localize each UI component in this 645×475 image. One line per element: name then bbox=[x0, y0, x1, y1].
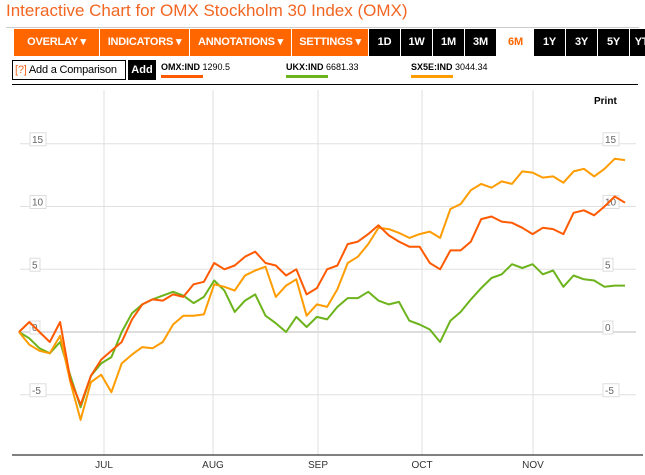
comparison-input[interactable]: [?] Add a Comparison bbox=[12, 60, 126, 80]
range-3y[interactable]: 3Y bbox=[566, 29, 597, 56]
chart-toolbar: OVERLAY ▾ INDICATORS ▾ ANNOTATIONS ▾ SET… bbox=[14, 29, 645, 57]
overlay-menu[interactable]: OVERLAY ▾ bbox=[14, 29, 99, 56]
x-tick-label: SEP bbox=[308, 460, 328, 471]
legend-ukx: UKX:IND 6681.33 bbox=[286, 62, 359, 78]
legend-value: 3044.34 bbox=[455, 62, 488, 72]
y-tick-label: 5 bbox=[605, 260, 611, 271]
y-tick-label: 5 bbox=[32, 260, 38, 271]
annotations-menu[interactable]: ANNOTATIONS ▾ bbox=[190, 29, 291, 56]
y-tick-label: 10 bbox=[32, 198, 44, 209]
y-tick-box bbox=[29, 257, 41, 272]
x-tick-label: OCT bbox=[411, 460, 432, 471]
settings-menu[interactable]: SETTINGS ▾ bbox=[292, 29, 368, 56]
x-tick-label: JUL bbox=[95, 460, 113, 471]
help-icon[interactable]: [?] bbox=[15, 64, 27, 76]
range-3m[interactable]: 3M bbox=[465, 29, 496, 56]
y-tick-box bbox=[602, 383, 620, 398]
x-tick-label: AUG bbox=[202, 460, 224, 471]
range-1w[interactable]: 1W bbox=[401, 29, 432, 56]
range-1d[interactable]: 1D bbox=[369, 29, 400, 56]
legend-name: SX5E:IND bbox=[411, 62, 453, 72]
legend-sx5e: SX5E:IND 3044.34 bbox=[411, 62, 488, 78]
range-ytd[interactable]: YTD bbox=[630, 29, 645, 56]
series-line-sx5e bbox=[18, 157, 626, 421]
add-comparison-button[interactable]: Add bbox=[128, 60, 156, 80]
y-tick-label: 10 bbox=[605, 198, 617, 209]
indicators-menu[interactable]: INDICATORS ▾ bbox=[100, 29, 189, 56]
y-tick-box bbox=[602, 320, 614, 335]
legend-value: 1290.5 bbox=[202, 62, 231, 72]
range-1m[interactable]: 1M bbox=[433, 29, 464, 56]
y-tick-label: 0 bbox=[605, 323, 611, 334]
y-tick-box bbox=[29, 383, 47, 398]
range-5y[interactable]: 5Y bbox=[598, 29, 629, 56]
range-6m[interactable]: 6M bbox=[500, 29, 531, 56]
y-tick-label: -5 bbox=[32, 386, 41, 397]
series-line-ukx bbox=[18, 263, 625, 409]
legend-omx: OMX:IND 1290.5 bbox=[161, 62, 231, 78]
y-tick-label: 15 bbox=[605, 135, 617, 146]
y-tick-box bbox=[602, 257, 614, 272]
print-button[interactable]: Print bbox=[594, 96, 617, 107]
page-title: Interactive Chart for OMX Stockholm 30 I… bbox=[6, 1, 408, 20]
legend-name: OMX:IND bbox=[161, 62, 200, 72]
legend-name: UKX:IND bbox=[286, 62, 324, 72]
y-tick-label: 15 bbox=[32, 135, 44, 146]
x-tick-label: NOV bbox=[522, 460, 544, 471]
divider bbox=[12, 84, 638, 85]
y-tick-box bbox=[602, 132, 620, 147]
y-tick-box bbox=[29, 132, 47, 147]
y-tick-box bbox=[29, 195, 47, 209]
divider bbox=[6, 27, 639, 28]
comparison-placeholder: Add a Comparison bbox=[28, 64, 117, 76]
range-1y[interactable]: 1Y bbox=[534, 29, 565, 56]
y-tick-label: -5 bbox=[605, 386, 614, 397]
legend-value: 6681.33 bbox=[326, 62, 359, 72]
series-line-omx bbox=[18, 195, 626, 406]
